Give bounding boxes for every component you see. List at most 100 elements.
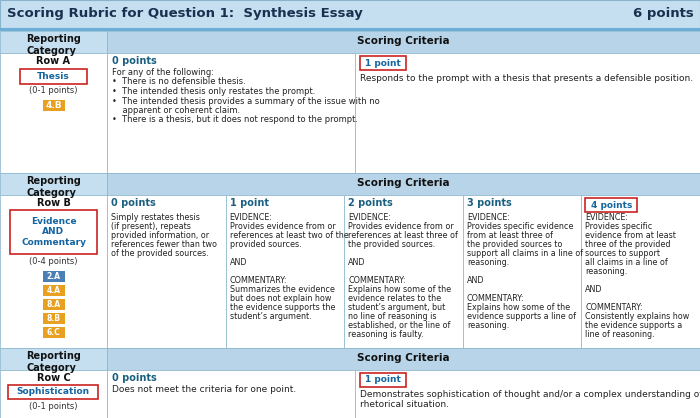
Text: but does not explain how: but does not explain how [230,294,331,303]
Text: from at least three of: from at least three of [467,231,553,240]
Text: COMMENTARY:: COMMENTARY: [585,303,643,312]
Text: Responds to the prompt with a thesis that presents a defensible position.: Responds to the prompt with a thesis tha… [360,74,693,83]
Text: all claims in a line of: all claims in a line of [585,258,668,267]
Bar [107,370,355,418]
Text: Row B: Row B [36,198,71,208]
Text: student’s argument, but: student’s argument, but [348,303,445,312]
Bar [43,100,64,111]
Text: EVIDENCE:: EVIDENCE: [348,213,391,222]
Text: references fewer than two: references fewer than two [111,240,217,249]
Text: Scoring Criteria: Scoring Criteria [357,36,450,46]
Text: three of the provided: three of the provided [585,240,671,249]
Text: •  There is no defensible thesis.: • There is no defensible thesis. [112,77,246,87]
Text: COMMENTARY:: COMMENTARY: [230,276,287,285]
Text: provided sources.: provided sources. [230,240,301,249]
Bar [355,53,700,173]
Text: Thesis: Thesis [37,72,70,81]
Text: Simply restates thesis: Simply restates thesis [111,213,200,222]
Text: AND: AND [467,276,484,285]
Text: EVIDENCE:: EVIDENCE: [585,213,629,222]
Bar [10,210,97,254]
Bar [0,348,107,370]
Text: Scoring Rubric for Question 1:  Synthesis Essay: Scoring Rubric for Question 1: Synthesis… [7,7,363,20]
Bar [8,385,98,399]
Text: 2.A: 2.A [46,272,60,281]
Text: Does not meet the criteria for one point.: Does not meet the criteria for one point… [112,385,296,394]
Text: reasoning.: reasoning. [585,267,628,276]
Bar [0,370,107,418]
Text: 0 points: 0 points [111,198,155,208]
Bar [107,195,225,348]
Text: 4.B: 4.B [46,101,62,110]
Bar [107,173,700,195]
Bar [344,195,463,348]
Text: student’s argument.: student’s argument. [230,312,312,321]
Text: provided information, or: provided information, or [111,231,209,240]
Text: Scoring Criteria: Scoring Criteria [357,178,450,188]
Bar [0,0,700,28]
Bar [43,313,64,324]
Bar [43,299,64,310]
Text: Explains how some of the: Explains how some of the [348,285,452,294]
Bar [0,28,700,31]
Text: 1 point: 1 point [365,59,401,67]
Text: line of reasoning.: line of reasoning. [585,330,655,339]
Bar [582,195,700,348]
Text: Sophistication: Sophistication [16,387,90,397]
Text: the evidence supports a: the evidence supports a [585,321,682,330]
Text: sources to support: sources to support [585,249,660,258]
Text: 8.A: 8.A [46,300,61,309]
Text: 4.A: 4.A [46,286,60,295]
Bar [360,56,406,70]
Text: evidence supports a line of: evidence supports a line of [467,312,576,321]
Text: 3 points: 3 points [467,198,512,208]
Text: the evidence supports the: the evidence supports the [230,303,335,312]
Bar [585,198,638,212]
Text: 0 points: 0 points [112,56,157,66]
Bar [43,327,64,338]
Text: (if present), repeats: (if present), repeats [111,222,191,231]
Text: AND: AND [585,285,603,294]
Bar [107,31,700,53]
Text: Provides specific: Provides specific [585,222,652,231]
Text: 4 points: 4 points [591,201,632,209]
Text: Provides evidence from or: Provides evidence from or [348,222,454,231]
Text: 1 point: 1 point [365,375,401,385]
Text: Provides specific evidence: Provides specific evidence [467,222,573,231]
Bar [43,271,64,282]
Bar [225,195,344,348]
Text: 6.C: 6.C [47,328,60,337]
Text: COMMENTARY:: COMMENTARY: [348,276,406,285]
Text: Reporting
Category: Reporting Category [26,34,81,56]
Text: references at least two of the: references at least two of the [230,231,349,240]
Text: 1 point: 1 point [230,198,269,208]
Text: 6 points: 6 points [634,7,694,20]
Text: Explains how some of the: Explains how some of the [467,303,570,312]
Text: references at least three of: references at least three of [348,231,458,240]
Text: Consistently explains how: Consistently explains how [585,312,690,321]
Text: Demonstrates sophistication of thought and/or a complex understanding of the: Demonstrates sophistication of thought a… [360,390,700,399]
Text: rhetorical situation.: rhetorical situation. [360,400,449,409]
Bar [43,285,64,296]
Text: Reporting
Category: Reporting Category [26,351,81,373]
Text: EVIDENCE:: EVIDENCE: [467,213,510,222]
Bar [360,373,406,387]
Text: reasoning.: reasoning. [467,258,509,267]
Text: Provides evidence from or: Provides evidence from or [230,222,335,231]
Text: •  The intended thesis provides a summary of the issue with no: • The intended thesis provides a summary… [112,97,379,105]
Text: 8.B: 8.B [46,314,60,323]
Text: reasoning is faulty.: reasoning is faulty. [348,330,424,339]
Bar [20,69,87,84]
Text: 0 points: 0 points [112,373,157,383]
Bar [0,173,107,195]
Text: Row A: Row A [36,56,71,66]
Bar [355,370,700,418]
Text: AND: AND [230,258,247,267]
Text: AND: AND [348,258,365,267]
Text: Row C: Row C [36,373,71,383]
Text: (0-1 points): (0-1 points) [29,402,78,411]
Text: the provided sources.: the provided sources. [348,240,435,249]
Text: evidence relates to the: evidence relates to the [348,294,441,303]
Text: the provided sources to: the provided sources to [467,240,562,249]
Text: apparent or coherent claim.: apparent or coherent claim. [112,106,240,115]
